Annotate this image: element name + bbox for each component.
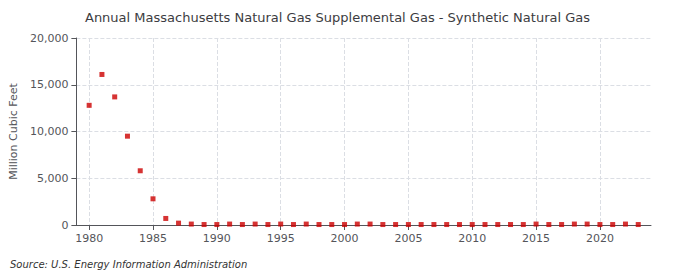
svg-text:1990: 1990 xyxy=(203,232,231,245)
svg-text:15,000: 15,000 xyxy=(30,78,69,91)
svg-text:2010: 2010 xyxy=(458,232,486,245)
svg-text:2015: 2015 xyxy=(522,232,550,245)
svg-text:2005: 2005 xyxy=(394,232,422,245)
svg-text:20,000: 20,000 xyxy=(30,32,69,45)
svg-text:Source: U.S. Energy Informatio: Source: U.S. Energy Information Administ… xyxy=(10,259,247,270)
svg-text:2020: 2020 xyxy=(586,232,614,245)
svg-text:1985: 1985 xyxy=(139,232,167,245)
svg-text:0: 0 xyxy=(61,219,68,232)
svg-text:Million Cubic Feet: Million Cubic Feet xyxy=(7,82,20,179)
svg-text:Annual Massachusetts Natural G: Annual Massachusetts Natural Gas Supplem… xyxy=(85,10,590,25)
svg-text:2000: 2000 xyxy=(331,232,359,245)
svg-text:1995: 1995 xyxy=(267,232,295,245)
svg-text:5,000: 5,000 xyxy=(37,172,69,185)
svg-text:1980: 1980 xyxy=(75,232,103,245)
svg-text:10,000: 10,000 xyxy=(30,125,69,138)
